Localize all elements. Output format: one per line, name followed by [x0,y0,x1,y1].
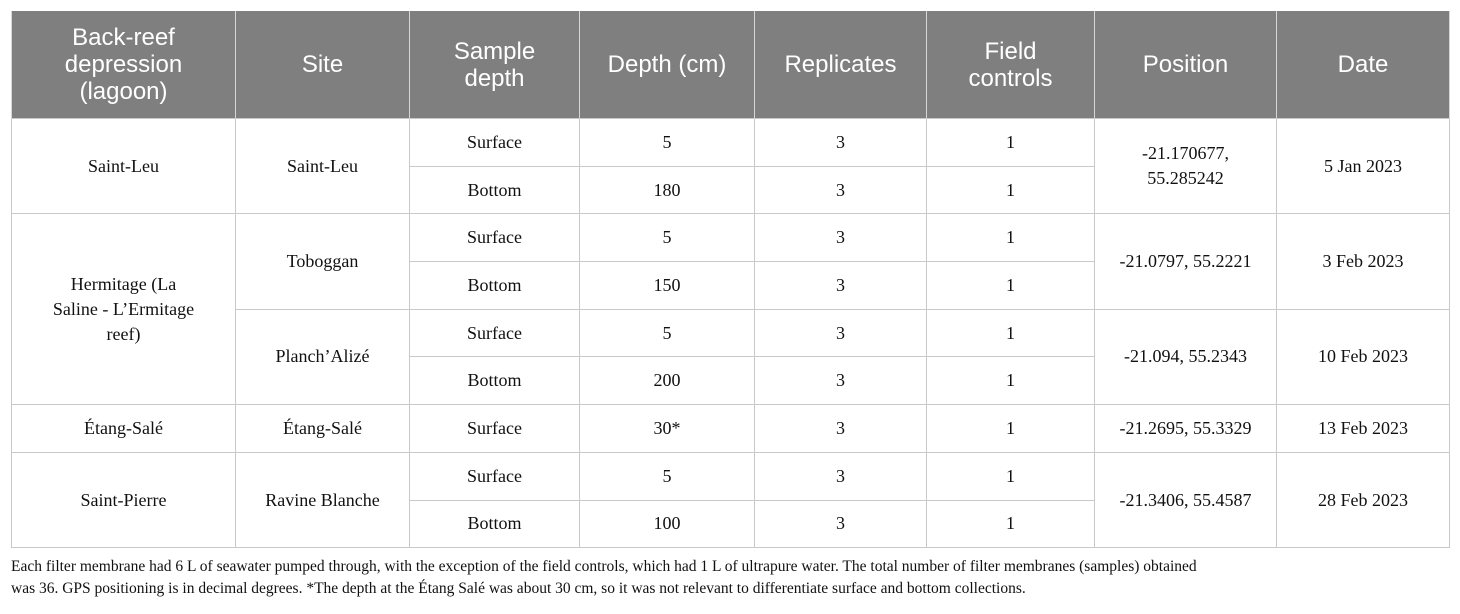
replicates-cell: 3 [754,308,927,358]
field-controls-cell: 1 [926,451,1095,501]
field-controls-cell: 1 [926,213,1095,263]
sample-depth-cell: Surface [409,451,580,501]
header-replicates: Replicates [754,11,927,119]
table-row: Saint-Pierre Ravine Blanche Surface 5 3 … [11,451,1450,549]
depth-cm-cell: 5 [579,213,755,263]
position-cell: -21.0797, 55.2221 [1094,213,1277,310]
header-date: Date [1276,11,1450,119]
depth-cm-cell: 200 [579,356,755,406]
date-cell: 28 Feb 2023 [1276,451,1450,549]
header-depth-cm: Depth (cm) [579,11,755,119]
header-field-controls: Field controls [926,11,1095,119]
sample-depth-cell: Surface [409,213,580,263]
field-controls-cell: 1 [926,356,1095,406]
header-lagoon: Back-reef depression (lagoon) [11,11,236,119]
field-controls-cell: 1 [926,165,1095,215]
replicates-cell: 3 [754,165,927,215]
sample-depth-cell: Bottom [409,499,580,549]
lagoon-cell: Hermitage (La Saline - L’Ermitage reef) [11,213,236,406]
site-cell: Étang-Salé [235,404,410,453]
sample-depth-cell: Surface [409,118,580,167]
lagoon-cell: Saint-Pierre [11,451,236,549]
footnote-line-2: was 36. GPS positioning is in decimal de… [11,580,1026,597]
table-row: Bottom 180 3 1 [12,165,1450,215]
table-row: Étang-Salé Étang-Salé Surface 30* 3 1 -2… [11,404,1450,453]
position-cell: -21.170677, 55.285242 [1094,117,1277,215]
replicates-cell: 3 [754,118,927,167]
header-row: Back-reef depression (lagoon) Site Sampl… [11,11,1450,119]
depth-cm-cell: 30* [579,404,755,453]
position-cell: -21.2695, 55.3329 [1094,404,1277,453]
sampling-table: Back-reef depression (lagoon) Site Sampl… [11,11,1450,549]
field-controls-cell: 1 [926,261,1095,310]
sample-depth-cell: Bottom [409,261,580,310]
replicates-cell: 3 [754,213,927,263]
footnote-line-1: Each filter membrane had 6 L of seawater… [11,558,1197,575]
lagoon-cell: Étang-Salé [11,404,236,453]
table-row: Hermitage (La Saline - L’Ermitage reef) … [11,213,1450,406]
site-cell: Ravine Blanche [235,451,410,549]
site-cell: Toboggan [235,213,410,310]
field-controls-cell: 1 [926,308,1095,358]
table-row: Saint-Leu Saint-Leu Surface 5 3 1 -21.17… [11,117,1450,215]
depth-cm-cell: 5 [579,308,755,358]
field-controls-cell: 1 [926,118,1095,167]
depth-cm-cell: 180 [579,165,755,215]
header-position: Position [1094,11,1277,119]
position-cell: -21.094, 55.2343 [1094,308,1277,406]
site-cell: Planch’Alizé [235,308,410,406]
depth-cm-cell: 5 [579,118,755,167]
field-controls-cell: 1 [926,499,1095,549]
replicates-cell: 3 [754,404,927,453]
date-cell: 10 Feb 2023 [1276,308,1450,406]
replicates-cell: 3 [754,451,927,501]
header-site: Site [235,11,410,119]
sample-depth-cell: Bottom [409,165,580,215]
date-cell: 5 Jan 2023 [1276,117,1450,215]
header-sample-depth: Sample depth [409,11,580,119]
depth-cm-cell: 5 [579,451,755,501]
replicates-cell: 3 [754,356,927,406]
table-row: Bottom 200 3 1 [12,356,1450,406]
position-cell: -21.3406, 55.4587 [1094,451,1277,549]
sample-depth-cell: Bottom [409,356,580,406]
table-row: Bottom 100 3 1 [12,499,1450,549]
field-controls-cell: 1 [926,404,1095,453]
depth-cm-cell: 150 [579,261,755,310]
sample-depth-cell: Surface [409,404,580,453]
table-footnote: Each filter membrane had 6 L of seawater… [11,556,1451,600]
date-cell: 13 Feb 2023 [1276,404,1450,453]
depth-cm-cell: 100 [579,499,755,549]
replicates-cell: 3 [754,499,927,549]
table-container: Back-reef depression (lagoon) Site Sampl… [11,11,1450,549]
sample-depth-cell: Surface [409,308,580,358]
site-cell: Saint-Leu [235,117,410,215]
date-cell: 3 Feb 2023 [1276,213,1450,310]
lagoon-cell: Saint-Leu [11,117,236,215]
replicates-cell: 3 [754,261,927,310]
